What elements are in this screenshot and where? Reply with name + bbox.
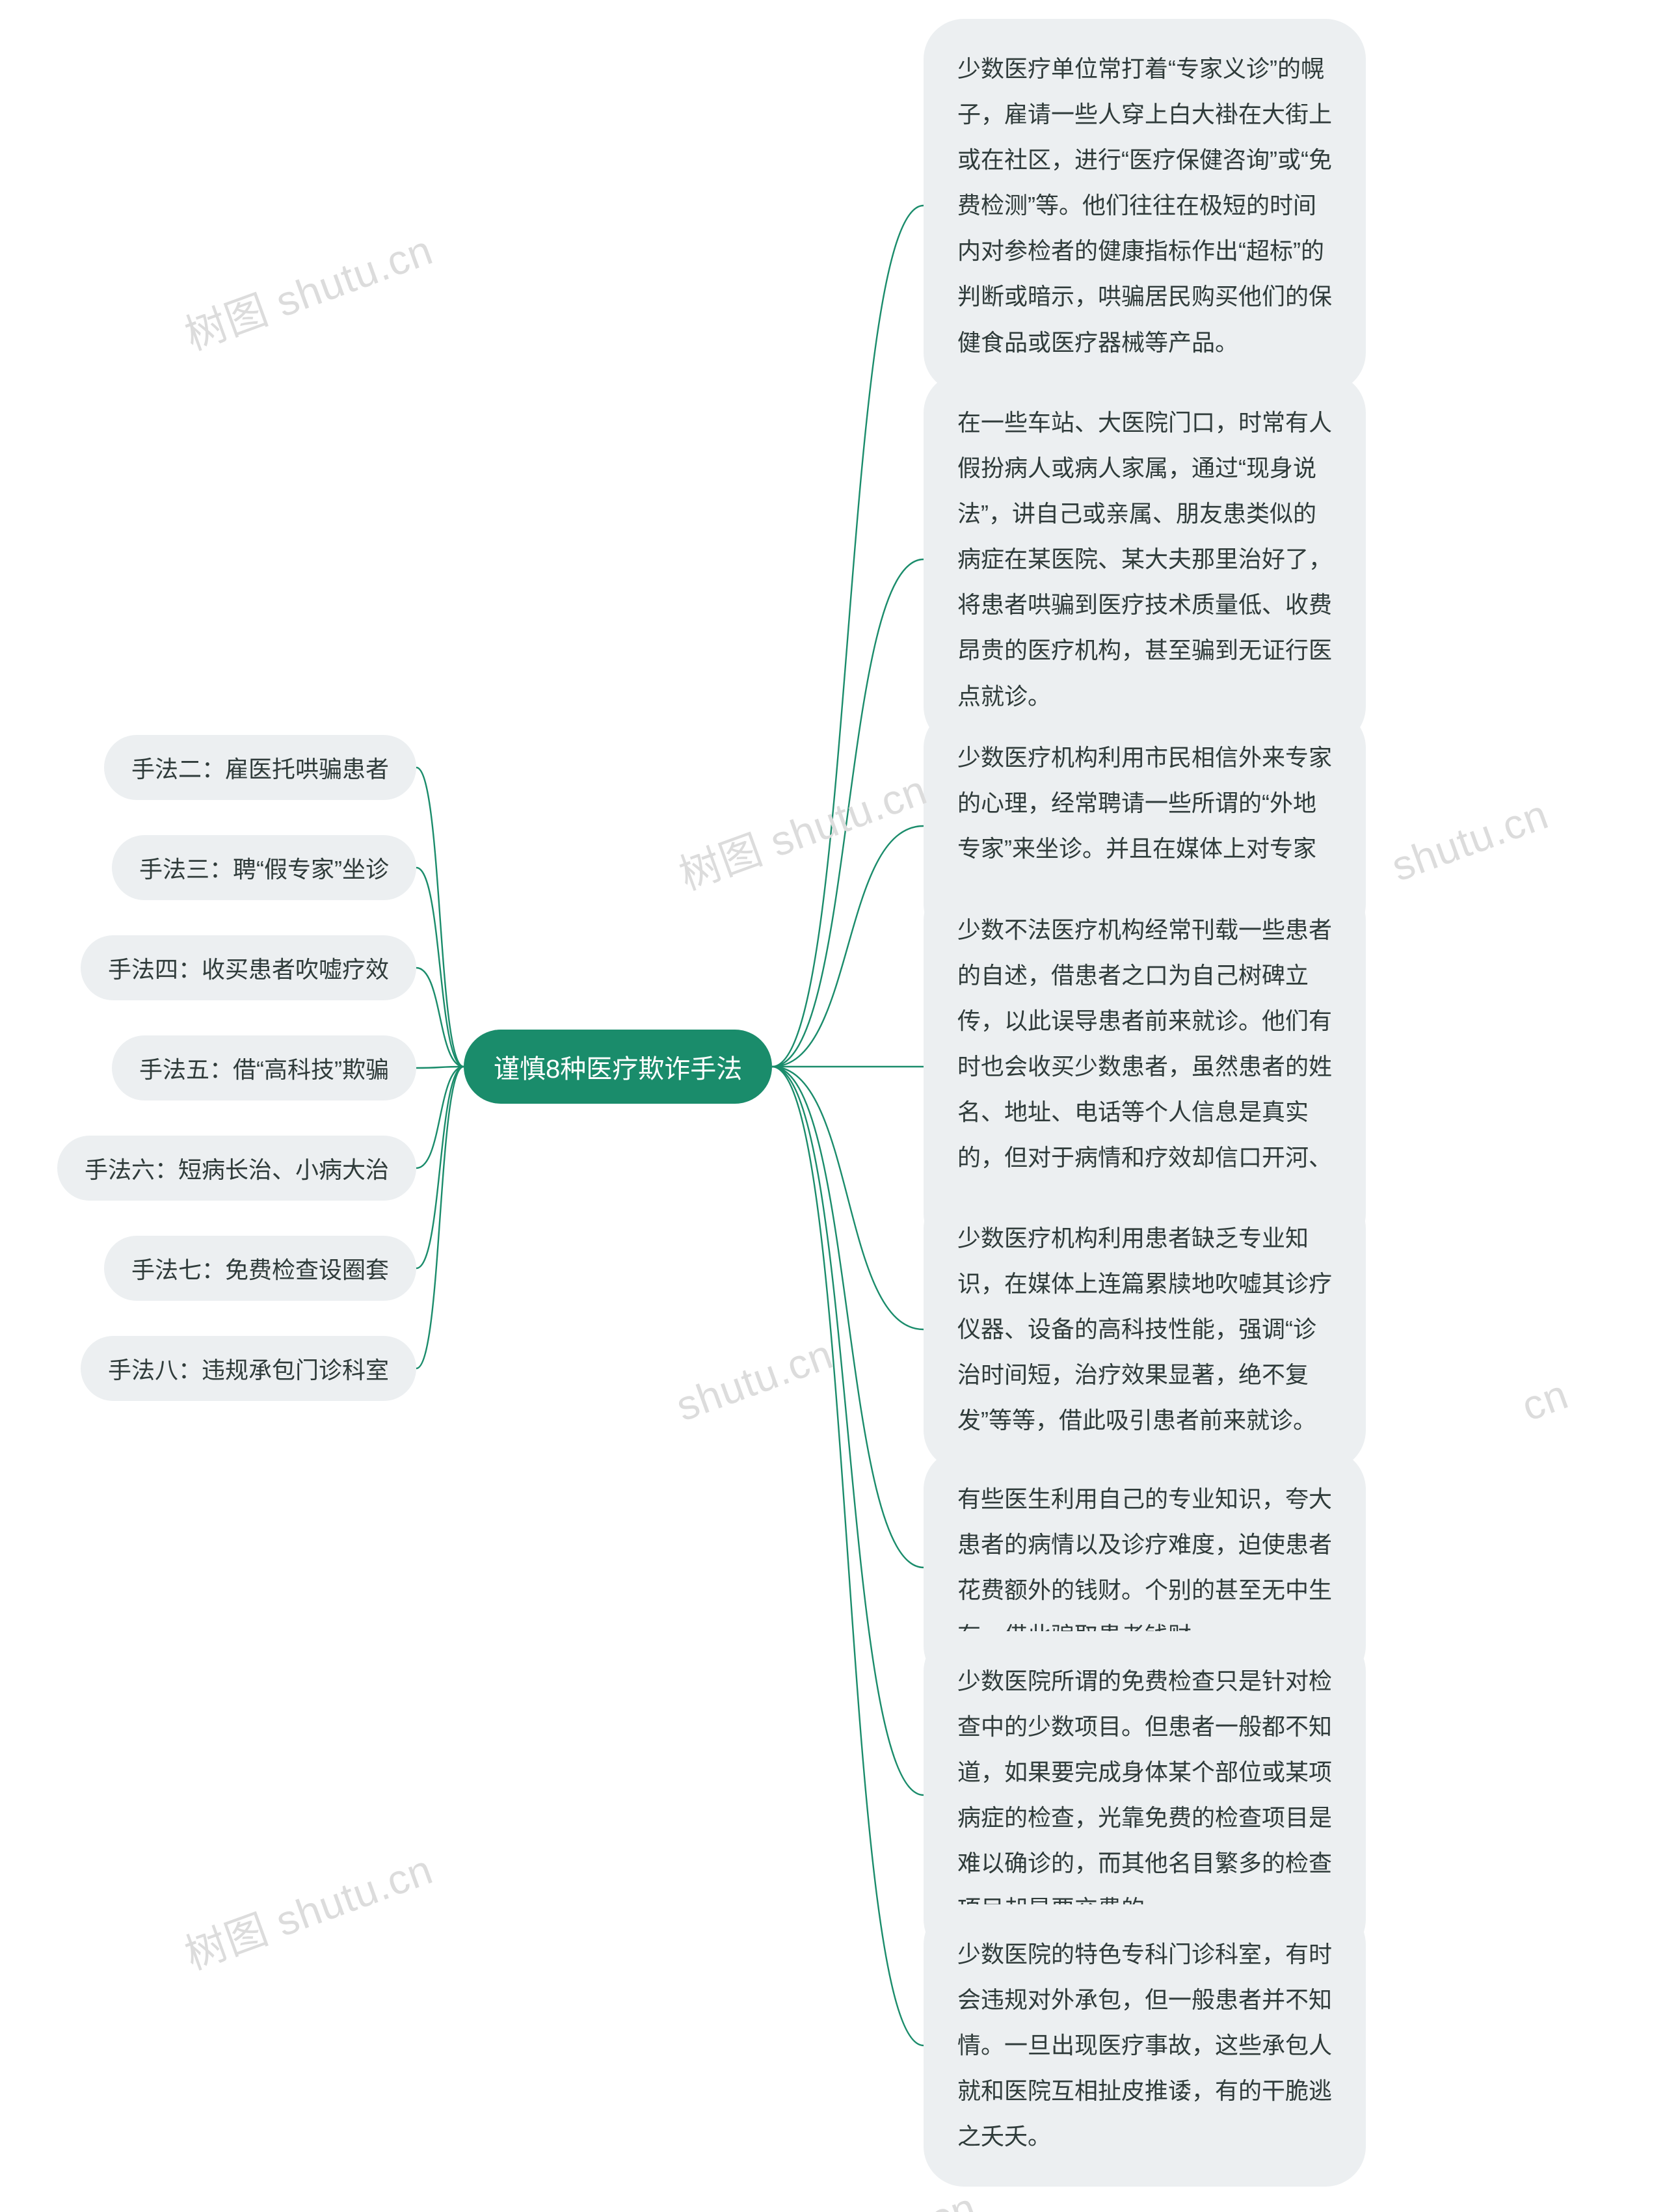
watermark: shutu.cn — [670, 1330, 839, 1431]
left-node[interactable]: 手法三：聘“假专家”坐诊 — [112, 835, 416, 900]
left-node[interactable]: 手法四：收买患者吹嘘疗效 — [81, 935, 416, 1000]
edge-layer — [0, 0, 1665, 2212]
watermark: 树图 shutu.cn — [176, 1837, 440, 1982]
left-node[interactable]: 手法五：借“高科技”欺骗 — [112, 1035, 416, 1100]
mindmap-canvas: 谨慎8种医疗欺诈手法 手法二：雇医托哄骗患者手法三：聘“假专家”坐诊手法四：收买患… — [0, 0, 1665, 2212]
watermark: shutu.cn — [1385, 790, 1554, 891]
left-node[interactable]: 手法七：免费检查设圈套 — [104, 1236, 416, 1301]
left-node[interactable]: 手法六：短病长治、小病大治 — [57, 1136, 416, 1201]
watermark: cn — [924, 2183, 983, 2212]
center-node[interactable]: 谨慎8种医疗欺诈手法 — [464, 1030, 772, 1104]
right-node[interactable]: 少数医疗机构利用患者缺乏专业知识，在媒体上连篇累牍地吹嘘其诊疗仪器、设备的高科技… — [924, 1188, 1366, 1471]
left-node[interactable]: 手法二：雇医托哄骗患者 — [104, 735, 416, 800]
right-node[interactable]: 在一些车站、大医院门口，时常有人假扮病人或病人家属，通过“现身说法”，讲自己或亲… — [924, 373, 1366, 747]
watermark: 树图 shutu.cn — [670, 757, 934, 902]
right-node[interactable]: 少数医疗单位常打着“专家义诊”的幌子，雇请一些人穿上白大褂在大街上或在社区，进行… — [924, 19, 1366, 393]
right-node[interactable]: 少数医院的特色专科门诊科室，有时会违规对外承包，但一般患者并不知情。一旦出现医疗… — [924, 1904, 1366, 2187]
left-node[interactable]: 手法八：违规承包门诊科室 — [81, 1336, 416, 1401]
watermark: 树图 shutu.cn — [176, 217, 440, 362]
watermark: cn — [1515, 1370, 1575, 1430]
